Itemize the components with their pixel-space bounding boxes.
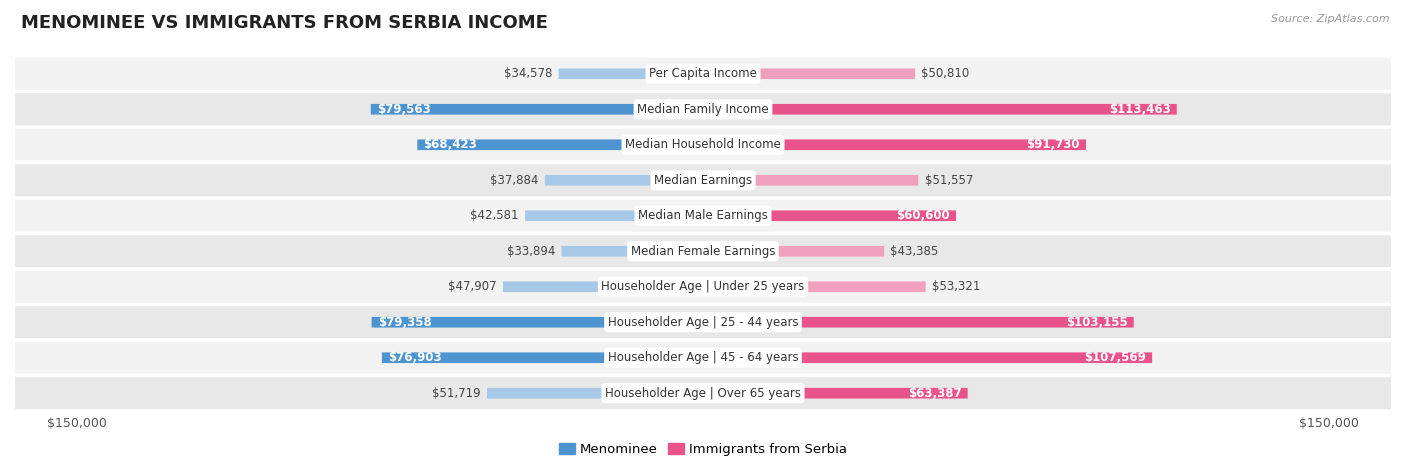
FancyBboxPatch shape bbox=[526, 211, 703, 221]
Text: $60,600: $60,600 bbox=[896, 209, 950, 222]
FancyBboxPatch shape bbox=[703, 69, 915, 79]
Text: $33,894: $33,894 bbox=[506, 245, 555, 258]
FancyBboxPatch shape bbox=[371, 317, 703, 327]
FancyBboxPatch shape bbox=[503, 282, 703, 292]
FancyBboxPatch shape bbox=[14, 199, 1392, 233]
FancyBboxPatch shape bbox=[14, 163, 1392, 197]
Text: $43,385: $43,385 bbox=[890, 245, 939, 258]
Text: $107,569: $107,569 bbox=[1084, 351, 1146, 364]
FancyBboxPatch shape bbox=[382, 353, 703, 363]
Text: $51,719: $51,719 bbox=[432, 387, 481, 400]
FancyBboxPatch shape bbox=[703, 246, 884, 256]
FancyBboxPatch shape bbox=[703, 282, 925, 292]
FancyBboxPatch shape bbox=[486, 388, 703, 398]
Text: Per Capita Income: Per Capita Income bbox=[650, 67, 756, 80]
Text: Source: ZipAtlas.com: Source: ZipAtlas.com bbox=[1271, 14, 1389, 24]
Text: $53,321: $53,321 bbox=[932, 280, 980, 293]
FancyBboxPatch shape bbox=[544, 175, 703, 185]
Text: $91,730: $91,730 bbox=[1026, 138, 1080, 151]
FancyBboxPatch shape bbox=[14, 270, 1392, 304]
Text: $47,907: $47,907 bbox=[449, 280, 496, 293]
Text: $79,563: $79,563 bbox=[377, 103, 430, 116]
Text: Median Male Earnings: Median Male Earnings bbox=[638, 209, 768, 222]
FancyBboxPatch shape bbox=[703, 140, 1085, 150]
Text: Median Female Earnings: Median Female Earnings bbox=[631, 245, 775, 258]
FancyBboxPatch shape bbox=[558, 69, 703, 79]
Legend: Menominee, Immigrants from Serbia: Menominee, Immigrants from Serbia bbox=[554, 438, 852, 461]
Text: Median Family Income: Median Family Income bbox=[637, 103, 769, 116]
FancyBboxPatch shape bbox=[703, 175, 918, 185]
Text: $42,581: $42,581 bbox=[471, 209, 519, 222]
Text: $68,423: $68,423 bbox=[423, 138, 477, 151]
FancyBboxPatch shape bbox=[14, 128, 1392, 162]
FancyBboxPatch shape bbox=[561, 246, 703, 256]
Text: $51,557: $51,557 bbox=[925, 174, 973, 187]
Text: $34,578: $34,578 bbox=[503, 67, 553, 80]
Text: $63,387: $63,387 bbox=[908, 387, 962, 400]
Text: $37,884: $37,884 bbox=[491, 174, 538, 187]
FancyBboxPatch shape bbox=[14, 341, 1392, 375]
Text: Householder Age | Over 65 years: Householder Age | Over 65 years bbox=[605, 387, 801, 400]
FancyBboxPatch shape bbox=[703, 388, 967, 398]
FancyBboxPatch shape bbox=[371, 104, 703, 114]
Text: $79,358: $79,358 bbox=[378, 316, 432, 329]
Text: Median Earnings: Median Earnings bbox=[654, 174, 752, 187]
Text: $113,463: $113,463 bbox=[1109, 103, 1170, 116]
Text: MENOMINEE VS IMMIGRANTS FROM SERBIA INCOME: MENOMINEE VS IMMIGRANTS FROM SERBIA INCO… bbox=[21, 14, 548, 32]
FancyBboxPatch shape bbox=[14, 376, 1392, 410]
FancyBboxPatch shape bbox=[14, 234, 1392, 268]
FancyBboxPatch shape bbox=[703, 211, 956, 221]
Text: Householder Age | 25 - 44 years: Householder Age | 25 - 44 years bbox=[607, 316, 799, 329]
FancyBboxPatch shape bbox=[418, 140, 703, 150]
FancyBboxPatch shape bbox=[703, 317, 1133, 327]
FancyBboxPatch shape bbox=[14, 92, 1392, 126]
Text: Householder Age | 45 - 64 years: Householder Age | 45 - 64 years bbox=[607, 351, 799, 364]
Text: Householder Age | Under 25 years: Householder Age | Under 25 years bbox=[602, 280, 804, 293]
FancyBboxPatch shape bbox=[703, 104, 1177, 114]
Text: $76,903: $76,903 bbox=[388, 351, 441, 364]
FancyBboxPatch shape bbox=[703, 353, 1152, 363]
Text: $103,155: $103,155 bbox=[1066, 316, 1128, 329]
Text: $50,810: $50,810 bbox=[921, 67, 970, 80]
FancyBboxPatch shape bbox=[14, 57, 1392, 91]
Text: Median Household Income: Median Household Income bbox=[626, 138, 780, 151]
FancyBboxPatch shape bbox=[14, 305, 1392, 339]
